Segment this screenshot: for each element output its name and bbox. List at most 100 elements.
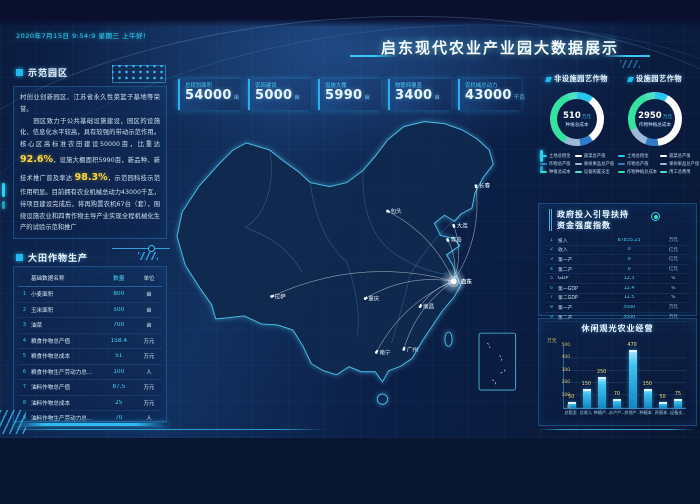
panel-connector-decoration (112, 245, 170, 252)
table-row: 6 粮食作物生产劳动力总… 100 人 (18, 365, 162, 380)
bar-wrap: 75 (674, 392, 683, 408)
city-marker[interactable] (446, 238, 449, 241)
y-axis-tick: 400 (561, 355, 570, 361)
donut-chart-nonfacility[interactable]: 510 万元 种植总成本 (550, 92, 604, 146)
city-label: 南宁 (379, 348, 391, 356)
category-label: 种植本… (639, 410, 654, 415)
stat-card: 总规划面积 54000 亩 (178, 79, 241, 110)
gov-fund-panel: 政府投入引导扶持 资金强度指数 1 投入 87835.25 万元 2 收入 0 亿元 3 第一产 0… (538, 203, 697, 323)
bar[interactable] (567, 401, 576, 408)
stat-label: 农田建设 (255, 83, 277, 89)
legend-item: 设备购置支出 (574, 169, 614, 175)
table-row: 4 第二产 0 亿元 (545, 265, 690, 275)
table-row: 3 第一产 0 亿元 (545, 255, 690, 265)
x-axis-category-labels: 总租金总收入种植产…水产产…其他产…种植本…养殖本…设备支… (563, 410, 685, 416)
square-bullet-icon (16, 254, 23, 261)
city-label: 拉萨 (275, 293, 287, 301)
bar[interactable] (628, 349, 637, 408)
corner-hatch-decoration (0, 410, 26, 434)
y-axis-tick: 200 (561, 380, 570, 386)
bar[interactable] (643, 389, 652, 408)
dashboard-background: 2020年7月15日 9:54:9 星期三 上午好! 启东现代农业产业园大数据展… (0, 0, 700, 438)
stats-row: 总规划面积 54000 亩农田建设 5000 亩设施大棚 5990 亩物联网覆盖 3400 亩农… (178, 79, 538, 110)
bottom-glow-line (538, 429, 694, 430)
category-label: 总租金 (564, 410, 577, 415)
city-marker[interactable] (452, 223, 456, 227)
flight-route (271, 271, 454, 297)
legend-mark (618, 154, 625, 158)
bar-value-label: 150 (642, 382, 652, 388)
field-table-header: 基础数据名称 数量 单位 (18, 269, 162, 287)
category-label: 设备支… (669, 410, 685, 415)
demo-park-panel: 村创业创新园区、江苏省永久性菜篮子基地等荣誉。 园区致力于公共基础设施建设，园区… (13, 86, 167, 239)
category-label: 种植产… (593, 410, 609, 415)
donut-title: 设施园艺作物 (616, 74, 694, 84)
datetime-text: 2020年7月15日 9:54:9 星期三 上午好! (16, 32, 147, 40)
stat-label: 总规划面积 (185, 83, 212, 89)
legend-item: 果树果品总产值 (660, 161, 699, 167)
city-marker[interactable] (374, 350, 378, 354)
bar-value-label: 50 (568, 394, 575, 400)
demo-park-header: 示范园区 (16, 66, 166, 79)
stat-card: 物联网覆盖 3400 亩 (388, 79, 451, 110)
legend-item: 种植总成本 (540, 169, 572, 175)
circuit-dots-decoration (112, 65, 166, 83)
bar-wrap: 70 (613, 392, 622, 408)
legend-mark (660, 154, 668, 158)
hainan-island (376, 393, 388, 405)
legend-mark (540, 162, 547, 166)
legend-item: 作物种植总成本 (618, 169, 657, 175)
stat-label: 农机械总动力 (465, 83, 498, 89)
city-marker[interactable] (386, 209, 389, 213)
bar[interactable] (659, 401, 668, 408)
field-crops-title: 大田作物生产 (28, 254, 89, 264)
bar[interactable] (674, 398, 683, 408)
table-row: 2 玉米面积 500 亩 (18, 303, 162, 318)
table-row: 5 GDP 12.3% (545, 274, 690, 284)
bar[interactable] (613, 399, 622, 408)
city-label: 重庆 (368, 295, 380, 303)
title-line-right (602, 55, 650, 57)
bar[interactable] (582, 389, 591, 408)
city-marker[interactable] (363, 297, 367, 300)
legend-mark (618, 162, 625, 166)
donut-chart-facility[interactable]: 2950 万元 作物种植总成本 (628, 92, 682, 146)
donut-legend: 土地总租金 蔬菜总产值 作物总产值 果树果品总产值 种植总成本 设备购置支出 (540, 153, 614, 175)
bar[interactable] (598, 377, 607, 408)
stat-card: 农田建设 5000 亩 (248, 79, 311, 110)
stat-card: 农机械总动力 43000 千瓦 (458, 79, 525, 110)
city-marker[interactable] (270, 295, 274, 298)
city-label: 大连 (457, 221, 469, 229)
stat-label: 设施大棚 (325, 83, 347, 89)
city-label: 南昌 (423, 303, 434, 311)
tick-icon (627, 76, 634, 82)
stat-unit: 亩 (434, 95, 441, 101)
hub-marker[interactable] (450, 278, 457, 285)
table-row: 2 收入 0 亿元 (545, 246, 690, 256)
slash-decoration (620, 60, 640, 68)
china-map[interactable]: 长春 包头 大连 青岛 拉萨 重庆 南昌 南宁 广州 启东 (172, 112, 538, 420)
table-row: 7 第二GDP 12.5% (545, 294, 690, 304)
table-row: 6 第一GDP 12.4% (545, 284, 690, 294)
legend-item: 土地总租金 (540, 153, 572, 159)
table-row: 4 粮食作物总产值 158.4 万元 (18, 334, 162, 349)
bottom-glow-line (8, 429, 328, 430)
city-marker[interactable] (474, 184, 478, 188)
table-row: 9第二产3500万元 (545, 313, 690, 323)
legend-mark (540, 154, 547, 158)
bar-wrap: 470 (628, 343, 637, 408)
city-marker[interactable] (418, 305, 422, 309)
bar-wrap: 50 (659, 395, 668, 408)
legend-mark (574, 154, 582, 158)
city-marker[interactable] (402, 347, 406, 351)
legend-mark (574, 170, 582, 174)
square-bullet-icon (16, 69, 23, 76)
table-row: 5 粮食作物总成本 51 万元 (18, 349, 162, 365)
leisure-bar-chart[interactable]: 50 150 250 70 470 150 50 75 (563, 343, 686, 409)
bar-value-label: 150 (581, 382, 591, 388)
edge-capsule-decoration (540, 166, 543, 173)
y-axis-tick: 300 (561, 367, 570, 373)
leisure-panel: 休闲观光农业经营 万元 50 150 250 70 470 150 50 75 总租金 总收入种… (538, 318, 697, 426)
stat-value: 54000 亩 (185, 88, 240, 103)
